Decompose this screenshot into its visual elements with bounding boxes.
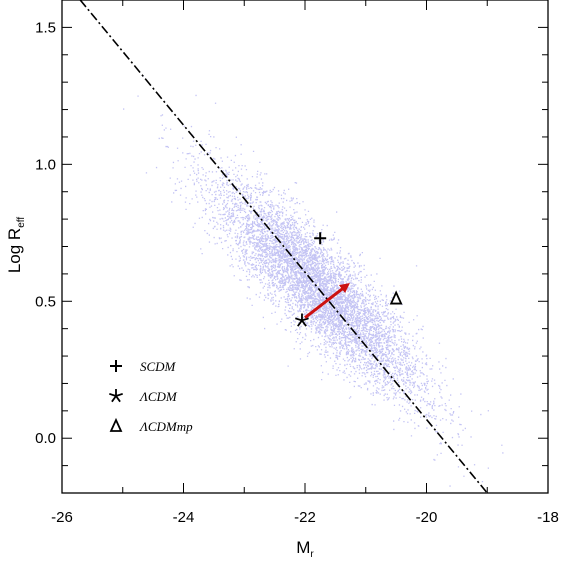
x-tick-label: -24 [173,509,195,526]
x-axis-label-sub: r [310,549,314,560]
x-tick-label: -20 [416,509,438,526]
y-tick-label: 0.5 [35,293,56,310]
scatter-points [123,75,504,487]
x-tick-label: -18 [537,509,559,526]
legend-symbol [109,389,123,403]
legend: SCDM ΛCDM ΛCDMmp [109,359,193,434]
x-tick-label: -22 [294,509,316,526]
x-axis-label: Mr [296,538,314,560]
legend-symbol [110,360,122,372]
scatter-point-cloud [123,75,504,487]
y-tick-label: 0.0 [35,430,56,447]
y-axis-label-sub: eff [16,217,27,228]
legend-label: ΛCDMmp [138,419,193,434]
shift-arrow [304,283,350,319]
marker-scdm [314,232,327,245]
legend-label: ΛCDM [138,389,178,404]
y-tick-label: 1.5 [35,19,56,36]
legend-symbol [109,417,123,432]
x-tick-label: -26 [51,509,73,526]
legend-label: SCDM [140,359,177,374]
y-axis-label-main: Log R [5,228,24,273]
y-axis-label: Log Reff [5,217,27,274]
x-axis-label-main: M [296,538,310,557]
marker-lcdm [295,313,309,327]
y-tick-label: 1.0 [35,156,56,173]
marker-lcdmmp [389,290,403,305]
fit-line [79,0,488,493]
